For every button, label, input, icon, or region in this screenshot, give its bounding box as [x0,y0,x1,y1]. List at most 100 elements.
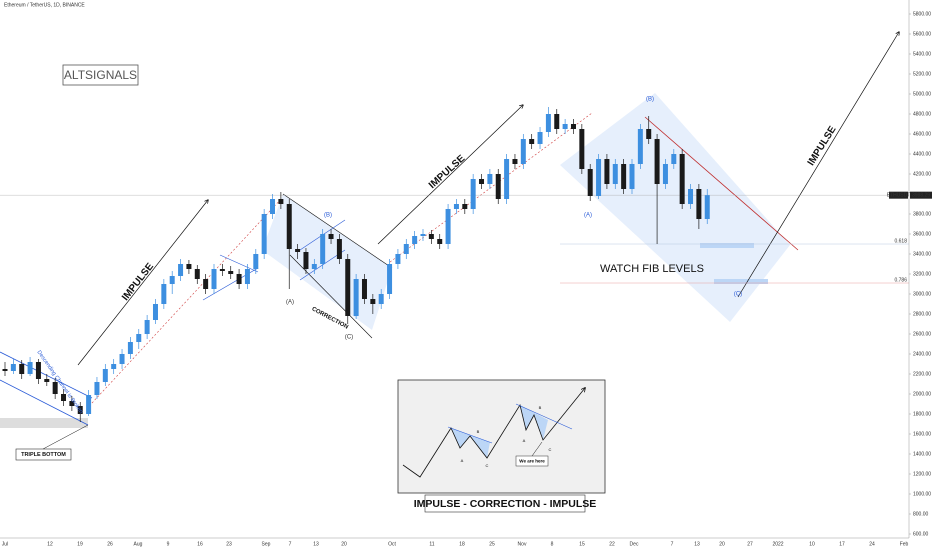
candle-body [562,124,568,129]
candle-body [671,154,677,164]
y-tick-label: 1200.00 [913,471,931,477]
x-tick-label: 20 [341,541,347,547]
x-tick-label: Oct [388,541,396,547]
y-tick-label: 2600.00 [913,331,931,337]
candle-body [336,239,342,259]
trend-line [389,112,593,263]
candle-body [579,129,585,169]
x-tick-label: Nov [518,541,527,547]
candle-body [428,234,434,239]
candle-body [445,209,451,244]
candle-body [688,189,694,204]
wave-label: (C) [345,335,353,341]
candle-body [704,195,710,219]
inset-wave: B [539,405,542,410]
y-tick-label: 3600.00 [913,231,931,237]
y-tick-label: 4600.00 [913,131,931,137]
impulse-label: IMPULSE [806,124,839,168]
drawings [0,32,899,428]
candle-body [512,159,518,164]
candle-body [211,269,217,289]
candle-body [637,129,643,164]
candle-body [286,204,292,249]
x-tick-label: 20 [719,541,725,547]
wave-label: (B) [646,97,654,103]
y-tick-label: 2400.00 [913,351,931,357]
candle-body [119,354,125,364]
candle-body [228,271,234,274]
y-tick-label: 1400.00 [913,451,931,457]
x-tick-label: Feb [900,541,909,547]
candle-body [612,164,618,184]
y-tick-label: 4400.00 [913,151,931,157]
candle-body [136,334,142,342]
x-tick-label: Dec [630,541,639,547]
candle-body [596,159,602,196]
y-tick-label: 3200.00 [913,271,931,277]
inset-line [515,403,573,430]
x-tick-label: Jul [2,541,8,547]
candle-body [219,269,225,271]
inset-path [402,388,585,478]
bottom-zone [0,418,88,428]
y-tick-label: 3400.00 [913,251,931,257]
candle-body [253,254,259,269]
wave-label: (A) [286,300,294,306]
candle-body [61,394,67,401]
x-tick-label: 22 [609,541,615,547]
candle-body [186,264,192,269]
y-tick-label: 3000.00 [913,291,931,297]
arrow [377,105,523,245]
x-tick-label: 27 [747,541,753,547]
y-tick-label: 2800.00 [913,311,931,317]
y-tick-label: 2200.00 [913,371,931,377]
candle-body [654,139,660,184]
y-tick-label: 5000.00 [913,91,931,97]
candle-body [437,239,443,244]
candle-body [261,214,267,254]
candle-body [554,114,560,129]
projection-box [560,93,790,322]
candles [2,107,710,422]
candle-body [470,179,476,209]
summary-label: IMPULSE - CORRECTION - IMPULSE [414,498,597,510]
candle-body [621,164,627,189]
candle-body [570,124,576,129]
candle-body [94,382,100,395]
candle-body [19,364,25,374]
x-tick-label: 7 [671,541,674,547]
fib-zone [714,279,768,284]
candle-body [27,362,33,374]
candle-body [244,269,250,284]
x-tick-label: 15 [579,541,585,547]
y-tick-label: 2000.00 [913,391,931,397]
x-tick-label: 17 [839,541,845,547]
candle-body [35,362,41,379]
x-tick-label: 26 [107,541,113,547]
wedge-line [282,193,393,269]
candle-body [328,234,334,239]
inset [397,379,606,494]
y-tick-label: 600.00 [913,531,929,537]
candle-body [278,199,284,204]
impulse-label: IMPULSE [120,261,156,303]
y-tick-label: 5800.00 [913,11,931,17]
y-tick-label: 3800.00 [913,211,931,217]
candle-body [52,382,58,394]
candle-body [303,252,309,269]
x-tick-label: Sep [262,541,271,547]
symbol: ETHUSDT [887,192,911,198]
channel-line [0,379,89,426]
brand-box [62,64,139,86]
candle-body [696,189,702,219]
arrow [77,200,208,366]
y-tick-label: 1600.00 [913,431,931,437]
pointer [531,441,543,457]
candle-body [679,154,685,204]
y-tick-label: 800.00 [913,511,929,517]
y-tick-label: 4800.00 [913,111,931,117]
candle-body [420,234,426,236]
candle-body [487,174,493,184]
candle-body [462,204,468,209]
